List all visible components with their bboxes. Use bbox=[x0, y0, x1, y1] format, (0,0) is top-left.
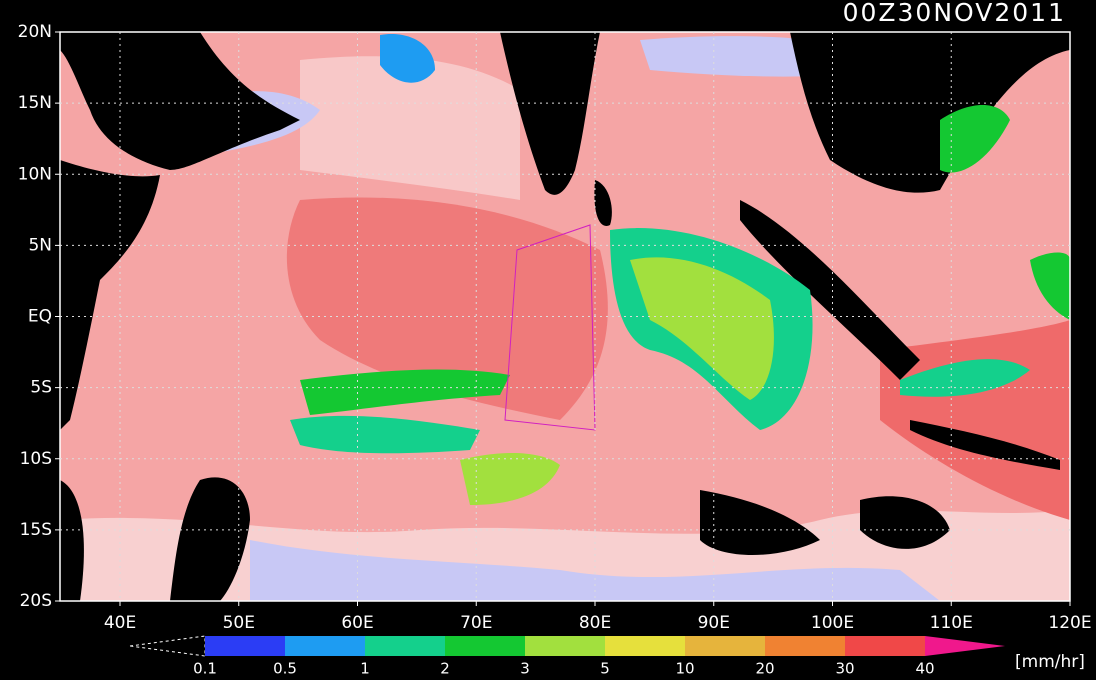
lon-label: 40E bbox=[104, 613, 136, 633]
lon-label: 100E bbox=[811, 613, 854, 633]
colorbar-swatch bbox=[365, 636, 445, 656]
rain-area bbox=[1030, 252, 1070, 320]
colorbar-label: 40 bbox=[915, 660, 934, 678]
land bbox=[60, 160, 160, 430]
colorbar-under bbox=[129, 635, 206, 657]
land bbox=[790, 32, 1070, 193]
land bbox=[170, 477, 250, 601]
rain-area bbox=[460, 453, 560, 505]
colorbar-swatch bbox=[845, 636, 925, 656]
colorbar-swatch bbox=[605, 636, 685, 656]
lat-label: EQ bbox=[28, 307, 52, 327]
rain-area bbox=[290, 415, 480, 454]
lat-label: 20N bbox=[18, 22, 52, 42]
colorbar-over bbox=[925, 636, 1005, 656]
rain-area bbox=[940, 105, 1010, 173]
lat-label: 5N bbox=[28, 235, 52, 255]
title: 00Z30NOV2011 bbox=[843, 0, 1066, 27]
land bbox=[740, 200, 920, 380]
land bbox=[60, 480, 84, 601]
lon-label: 60E bbox=[341, 613, 373, 633]
lon-label: 120E bbox=[1048, 613, 1091, 633]
colorbar-label: 20 bbox=[755, 660, 774, 678]
colorbar-swatch bbox=[205, 636, 285, 656]
colorbar-label: 1 bbox=[360, 660, 370, 678]
lat-label: 15S bbox=[20, 520, 52, 540]
light-zone bbox=[300, 56, 520, 200]
colorbar-swatch bbox=[685, 636, 765, 656]
land bbox=[500, 32, 600, 195]
colorbar-label: 0.5 bbox=[273, 660, 297, 678]
rain-area bbox=[380, 34, 435, 83]
colorbar-swatch bbox=[285, 636, 365, 656]
colorbar-label: 3 bbox=[520, 660, 530, 678]
colorbar-unit: [mm/hr] bbox=[1015, 652, 1085, 672]
land bbox=[910, 420, 1060, 470]
rain-area bbox=[300, 369, 510, 415]
lat-label: 5S bbox=[30, 378, 52, 398]
lat-label: 20S bbox=[20, 591, 52, 611]
colorbar-label: 5 bbox=[600, 660, 610, 678]
colorbar-swatch bbox=[765, 636, 845, 656]
lon-label: 80E bbox=[579, 613, 611, 633]
lat-label: 10S bbox=[20, 449, 52, 469]
land bbox=[594, 180, 612, 226]
colorbar-swatch bbox=[525, 636, 605, 656]
lon-label: 50E bbox=[223, 613, 255, 633]
colorbar-label: 30 bbox=[835, 660, 854, 678]
lon-label: 90E bbox=[698, 613, 730, 633]
lon-label: 70E bbox=[460, 613, 492, 633]
lat-label: 15N bbox=[18, 93, 52, 113]
lat-label: 10N bbox=[18, 164, 52, 184]
colorbar-swatch bbox=[445, 636, 525, 656]
colorbar-label: 10 bbox=[675, 660, 694, 678]
warm-zone bbox=[286, 197, 608, 420]
colorbar-label: 0.1 bbox=[193, 660, 217, 678]
rain-area bbox=[630, 257, 774, 400]
colorbar-label: 2 bbox=[440, 660, 450, 678]
light-blue-zone bbox=[250, 540, 940, 601]
land bbox=[700, 490, 950, 555]
lon-label: 110E bbox=[930, 613, 973, 633]
